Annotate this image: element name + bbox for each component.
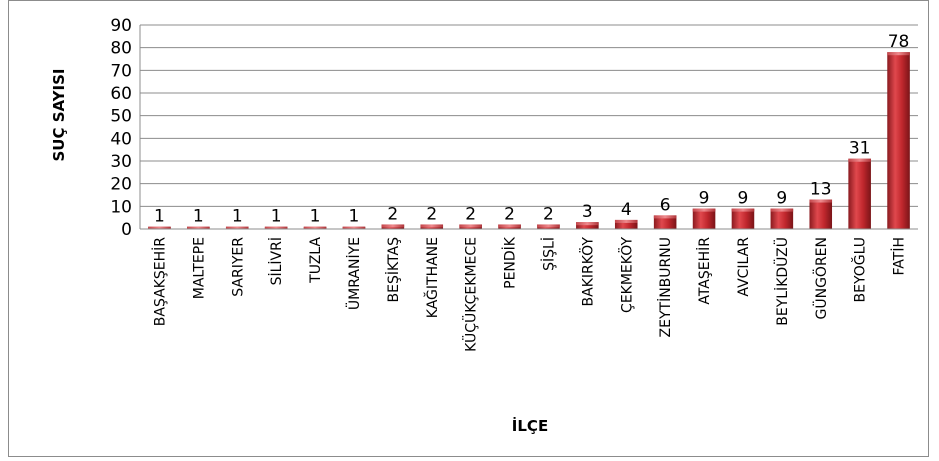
data-label: 1: [154, 207, 165, 227]
category-label: ÜMRANİYE: [345, 237, 363, 310]
data-label: 31: [849, 139, 871, 159]
y-axis-title: SUÇ SAYISI: [50, 68, 68, 161]
bar: [809, 199, 833, 229]
bar: [653, 215, 677, 229]
bar-cap: [264, 226, 288, 229]
category-label: TUZLA: [308, 237, 324, 284]
data-label: 2: [387, 204, 398, 224]
bar-cap: [887, 52, 910, 56]
y-tick-label: 20: [110, 175, 132, 195]
bar: [731, 208, 755, 229]
x-axis-title: İLÇE: [512, 416, 548, 435]
data-label: 4: [621, 200, 632, 220]
y-tick-label: 40: [110, 129, 132, 149]
gridlines: [140, 24, 918, 207]
data-label: 2: [465, 204, 476, 224]
bar-cap: [187, 226, 210, 229]
data-labels: 1 1 1 1 1 1 2 2 2 2 2 3 4 6 9 9 9 13 31 78: [154, 32, 909, 227]
category-label: GÜNGÖREN: [812, 237, 830, 319]
category-label: ATAŞEHİR: [695, 237, 713, 305]
bar-cap: [770, 208, 794, 212]
data-label: 1: [310, 207, 321, 227]
data-label: 3: [582, 202, 593, 222]
y-tick-label: 90: [110, 16, 132, 36]
bar-cap: [848, 158, 871, 162]
bar-cap: [420, 224, 444, 228]
bar: [848, 158, 871, 229]
category-label: BEŞİKTAŞ: [384, 237, 402, 303]
data-label: 78: [888, 32, 910, 52]
category-label: ZEYTİNBURNU: [656, 237, 674, 337]
y-tick-label: 80: [110, 39, 132, 59]
category-label: ÇEKMEKÖY: [617, 237, 635, 313]
category-label: BEYLİKDÜZÜ: [773, 237, 791, 326]
bar-cap: [653, 215, 677, 219]
data-label: 2: [504, 204, 515, 224]
bar: [692, 208, 716, 229]
data-label: 6: [660, 195, 671, 215]
y-tick-label: 30: [110, 152, 132, 172]
category-label: KÜÇÜKÇEKMECE: [462, 237, 480, 352]
bar-cap: [614, 219, 638, 223]
y-tick-label: 50: [110, 107, 132, 127]
y-tick-label: 10: [110, 197, 132, 217]
category-label: BEYOĞLU: [851, 237, 869, 302]
category-label: SİLİVRİ: [267, 237, 285, 285]
data-label: 13: [810, 180, 832, 200]
category-label: AVCILAR: [736, 237, 752, 297]
bar-cap: [498, 224, 521, 228]
category-label: BAŞAKŞEHİR: [150, 237, 168, 326]
data-label: 1: [193, 207, 204, 227]
bar: [614, 219, 638, 229]
y-tick-label: 0: [121, 220, 132, 240]
bar: [887, 52, 910, 230]
data-label: 9: [699, 189, 710, 209]
category-label: PENDİK: [501, 236, 519, 289]
bar-cap: [342, 226, 366, 229]
bar-cap: [459, 224, 482, 228]
data-label: 1: [232, 207, 243, 227]
bar-cap: [537, 224, 560, 228]
y-tick-label: 60: [110, 84, 132, 104]
bar-cap: [225, 226, 249, 229]
category-label: ŞİŞLİ: [539, 237, 557, 271]
bar-cap: [303, 226, 327, 229]
data-label: 9: [738, 189, 749, 209]
category-label: MALTEPE: [191, 237, 207, 299]
data-label: 2: [426, 204, 437, 224]
category-label: SARIYER: [230, 237, 246, 297]
data-label: 9: [776, 189, 787, 209]
bar-cap: [381, 224, 405, 228]
bar-cap: [148, 226, 171, 229]
data-label: 1: [271, 207, 282, 227]
category-label: BAKIRKÖY: [578, 237, 596, 307]
category-label: FATİH: [890, 237, 908, 275]
bar: [576, 222, 599, 229]
bar-cap: [731, 208, 755, 212]
bar-cap: [809, 199, 833, 203]
bar-cap: [576, 222, 599, 226]
bars: [148, 52, 910, 230]
category-labels: BAŞAKŞEHİR MALTEPE SARIYER SİLİVRİ TUZLA ÜMRA…: [150, 236, 907, 352]
bar-cap: [692, 208, 716, 212]
category-label: KAĞITHANE: [423, 237, 441, 318]
data-label: 2: [543, 204, 554, 224]
bar: [770, 208, 794, 229]
data-label: 1: [349, 207, 360, 227]
y-tick-label: 70: [110, 61, 132, 81]
